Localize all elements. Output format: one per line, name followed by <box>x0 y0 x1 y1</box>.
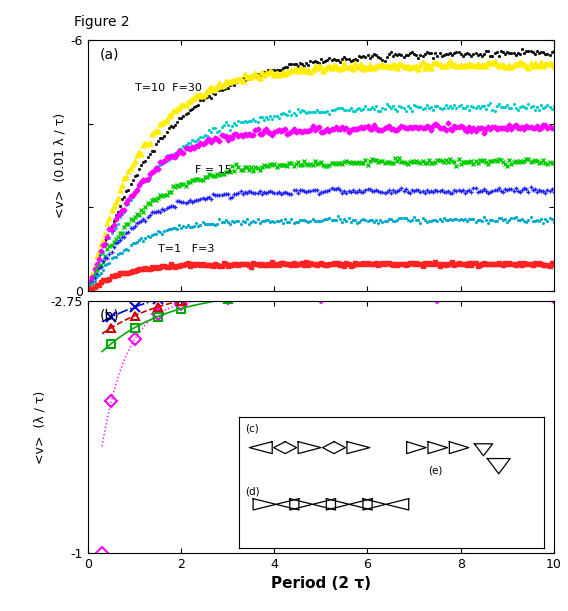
Text: T=1   F=3: T=1 F=3 <box>158 244 214 254</box>
Y-axis label: <v>  (0.01 λ / τ): <v> (0.01 λ / τ) <box>53 113 66 218</box>
Text: Figure 2: Figure 2 <box>74 15 130 29</box>
Text: (a): (a) <box>100 47 119 61</box>
Text: T=10  F=30: T=10 F=30 <box>135 83 202 93</box>
Text: (b): (b) <box>100 309 119 323</box>
Y-axis label: <v>  (λ / τ): <v> (λ / τ) <box>34 390 47 464</box>
Text: F = 15: F = 15 <box>195 165 232 175</box>
X-axis label: Period (2 τ): Period (2 τ) <box>271 576 371 591</box>
